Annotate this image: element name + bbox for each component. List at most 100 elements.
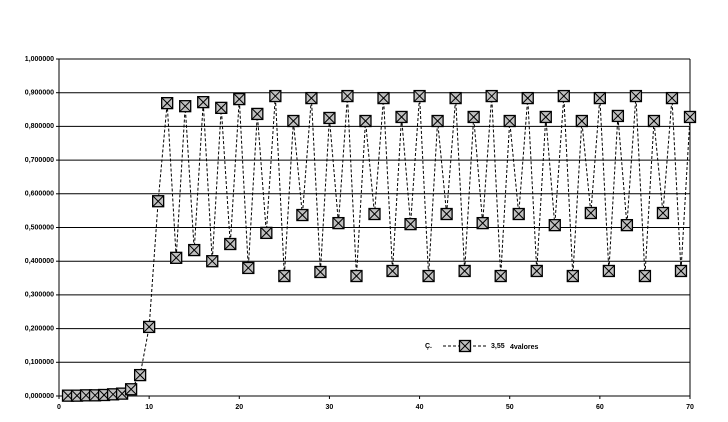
y-tick-label: 0,000000 (25, 393, 54, 400)
y-tick-label: 0,100000 (25, 359, 54, 366)
marker (251, 107, 264, 121)
marker (142, 320, 156, 334)
marker (584, 206, 597, 220)
marker-cross (485, 90, 498, 102)
marker-cross (666, 92, 678, 104)
marker (638, 269, 652, 283)
x-tick-label: 10 (145, 404, 153, 411)
marker-cross (188, 244, 201, 256)
marker (665, 91, 679, 105)
marker (215, 101, 228, 115)
marker-cross (639, 270, 651, 282)
x-tick-label: 0 (57, 404, 61, 411)
marker (413, 89, 426, 103)
marker (206, 255, 219, 268)
marker-cross (557, 90, 570, 102)
marker (296, 208, 309, 222)
marker-cross (575, 115, 588, 127)
marker (548, 218, 561, 232)
marker (368, 207, 381, 221)
marker-cross (459, 340, 471, 352)
marker-cross (675, 265, 687, 277)
marker (341, 89, 354, 103)
marker-cross (224, 238, 237, 250)
x-tick-label: 50 (506, 404, 514, 411)
marker-cross (152, 195, 165, 208)
marker (197, 95, 210, 109)
marker (224, 237, 237, 251)
marker-cross (422, 270, 435, 282)
marker (242, 261, 255, 275)
y-tick-label: 0,200000 (25, 325, 54, 332)
marker-cross (332, 217, 345, 229)
marker-cross (566, 270, 579, 282)
marker-cross (503, 115, 516, 127)
marker (647, 114, 661, 128)
y-tick-label: 0,600000 (25, 191, 54, 198)
legend-prefix: Ç. (425, 343, 432, 350)
x-tick-label: 30 (326, 404, 334, 411)
marker-cross (314, 266, 327, 278)
x-tick-label: 60 (596, 404, 604, 411)
y-tick-label: 0,500000 (25, 224, 54, 231)
marker-cross (350, 270, 363, 282)
y-tick-label: 0,800000 (25, 123, 54, 130)
marker (476, 216, 489, 230)
marker (512, 207, 525, 221)
marker-cross (603, 265, 615, 277)
marker (188, 243, 201, 257)
marker (386, 264, 399, 278)
legend-label: 3,55 (491, 343, 505, 350)
marker (629, 89, 643, 103)
marker (440, 207, 453, 221)
marker-cross (621, 219, 633, 231)
marker-cross (476, 217, 489, 229)
marker (260, 226, 273, 240)
marker (656, 206, 670, 220)
marker-cross (548, 219, 561, 231)
marker (152, 195, 165, 208)
marker (557, 89, 570, 103)
x-tick-label: 70 (686, 404, 694, 411)
marker (458, 264, 471, 278)
marker (278, 269, 291, 283)
marker-cross (341, 90, 354, 102)
marker-cross (161, 97, 174, 110)
y-tick-label: 1,000000 (25, 56, 54, 63)
marker (287, 114, 300, 128)
marker (539, 110, 552, 124)
marker (332, 216, 345, 230)
marker-cross (440, 208, 453, 220)
marker (458, 339, 472, 353)
marker (359, 114, 372, 128)
marker (575, 114, 588, 128)
marker (422, 269, 435, 283)
marker-cross (143, 321, 155, 333)
marker-cross (521, 92, 534, 104)
marker (503, 114, 516, 128)
marker-cross (233, 93, 246, 105)
marker (133, 368, 147, 382)
marker (530, 264, 543, 278)
marker-cross (530, 265, 543, 277)
marker-cross (612, 110, 624, 122)
marker-cross (657, 207, 669, 219)
marker-cross (594, 92, 606, 104)
y-tick-label: 0,400000 (25, 258, 54, 265)
marker-cross (251, 108, 264, 120)
marker (314, 265, 327, 279)
marker-cross (413, 90, 426, 102)
marker (179, 100, 192, 113)
marker-cross (215, 102, 228, 114)
marker-cross (584, 207, 597, 219)
marker-cross (269, 90, 282, 102)
marker (449, 91, 462, 105)
marker (269, 89, 282, 103)
marker-cross (449, 92, 462, 104)
marker-cross (539, 111, 552, 123)
marker (521, 91, 534, 105)
marker-cross (287, 115, 300, 127)
x-tick-label: 40 (416, 404, 424, 411)
marker (170, 251, 183, 264)
